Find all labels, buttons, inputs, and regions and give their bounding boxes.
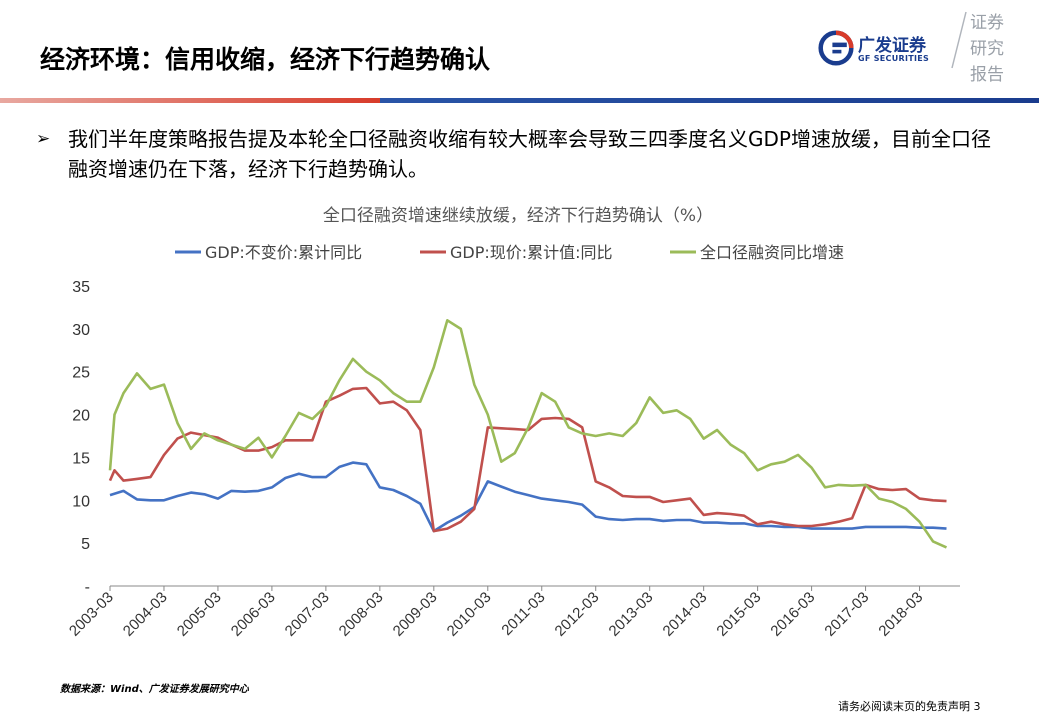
series-line-2 (108, 386, 947, 533)
y-tick-label: 35 (72, 279, 90, 296)
x-tick-label: 2007-03 (282, 589, 333, 640)
brand-name-cn: 广发证券 (858, 36, 926, 56)
bullet-marker-icon: ➢ (36, 129, 51, 149)
divider-slash-icon (951, 11, 967, 69)
y-tick-label: - (85, 579, 90, 596)
disclaimer-footer: 请务必阅读末页的免责声明 3 (838, 700, 981, 713)
report-label-line: 研究 (970, 39, 1004, 59)
x-tick-label: 2011-03 (498, 589, 548, 639)
x-tick-label: 2016-03 (767, 589, 818, 640)
x-tick-label: 2017-03 (821, 589, 872, 640)
y-tick-label: 5 (81, 536, 90, 553)
chart-title: 全口径融资增速继续放缓，经济下行趋势确认（%） (323, 206, 713, 226)
data-source: 数据来源：Wind、广发证券发展研究中心 (60, 684, 249, 695)
gf-logo-icon (818, 30, 854, 66)
bullet-text: 我们半年度策略报告提及本轮全口径融资收缩有较大概率会导致三四季度名义GDP增速放… (68, 127, 991, 181)
header-bar-accent (0, 98, 380, 103)
legend-label: GDP:现价:累计值:同比 (450, 243, 613, 262)
series-line-3 (108, 319, 948, 549)
y-tick-label: 15 (72, 450, 90, 467)
x-tick-label: 2006-03 (228, 589, 279, 640)
x-tick-label: 2010-03 (444, 589, 495, 640)
x-tick-label: 2012-03 (552, 589, 603, 640)
y-tick-label: 20 (72, 408, 90, 425)
report-label: 证券 研究 报告 (968, 10, 1006, 88)
report-label-line: 证券 (970, 13, 1004, 33)
x-tick-label: 2018-03 (875, 589, 926, 640)
chart: 全口径融资增速继续放缓，经济下行趋势确认（%） GDP:不变价:累计同比 GDP:… (66, 206, 960, 640)
y-tick-label: 30 (72, 322, 90, 339)
legend-label: GDP:不变价:累计同比 (205, 243, 362, 262)
y-tick-label: 10 (72, 493, 90, 510)
x-tick-label: 2008-03 (336, 589, 387, 640)
x-tick-label: 2013-03 (606, 589, 657, 640)
header-bar (0, 98, 1039, 103)
x-tick-label: 2009-03 (390, 589, 441, 640)
x-tick-label: 2014-03 (660, 589, 711, 640)
x-tick-label: 2005-03 (174, 589, 225, 640)
brand-name-en: GF SECURITIES (858, 54, 930, 63)
x-tick-label: 2003-03 (66, 589, 117, 640)
legend-label: 全口径融资同比增速 (700, 243, 844, 262)
y-tick-label: 25 (72, 365, 90, 382)
x-tick-label: 2004-03 (120, 589, 171, 640)
series-line-1 (109, 461, 947, 533)
x-tick-label: 2015-03 (713, 589, 764, 640)
report-label-line: 报告 (970, 65, 1004, 85)
page-title: 经济环境：信用收缩，经济下行趋势确认 (40, 45, 491, 74)
